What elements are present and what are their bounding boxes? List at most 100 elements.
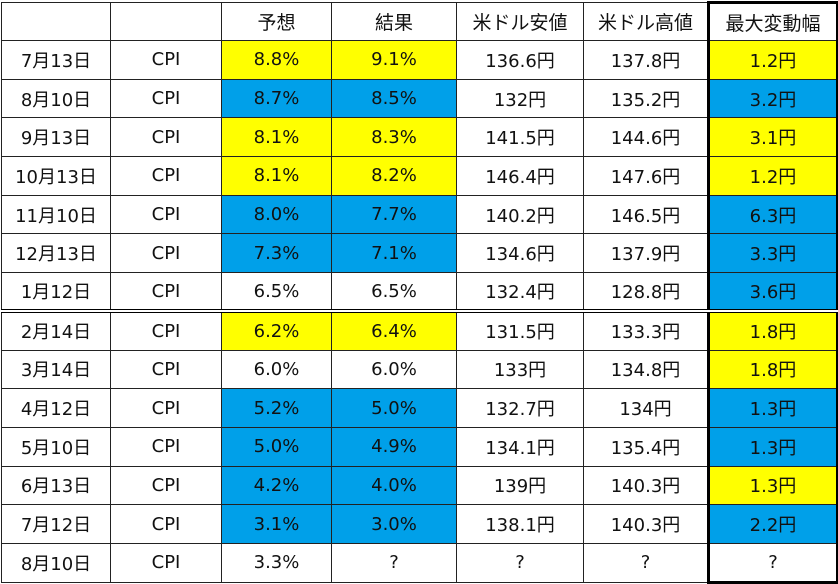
cell-indicator[interactable]: CPI — [110, 194, 222, 235]
cell-result[interactable]: 5.0% — [331, 388, 457, 428]
cell-usd-high[interactable]: 134.8円 — [583, 349, 709, 390]
cell-usd-low[interactable]: 139円 — [456, 465, 584, 506]
cell-date[interactable]: 6月13日 — [1, 465, 111, 506]
cell-indicator[interactable]: CPI — [110, 233, 222, 274]
cell-forecast[interactable]: 8.1% — [221, 117, 332, 158]
cell-usd-low[interactable]: 140.2円 — [456, 194, 584, 235]
cell-date[interactable]: 10月13日 — [1, 156, 111, 196]
cell-usd-low[interactable]: 131.5円 — [456, 310, 584, 351]
cell-max-range[interactable]: 1.8円 — [707, 349, 838, 390]
cell-max-range[interactable]: 3.2円 — [707, 78, 838, 119]
cell-usd-high[interactable]: 133.3円 — [583, 310, 709, 351]
cell-result[interactable]: 6.4% — [331, 310, 457, 351]
cell-usd-high[interactable]: 128.8円 — [583, 272, 709, 314]
cell-indicator[interactable]: CPI — [110, 388, 222, 428]
cell-usd-low[interactable]: 146.4円 — [456, 156, 584, 196]
cell-max-range[interactable]: 1.3円 — [707, 465, 838, 506]
cell-date[interactable]: 8月10日 — [1, 78, 111, 119]
cell-result[interactable]: 7.1% — [331, 233, 457, 274]
header-result[interactable]: 結果 — [331, 2, 457, 41]
cell-indicator[interactable]: CPI — [110, 117, 222, 158]
cell-date[interactable]: 3月14日 — [1, 349, 111, 390]
cell-forecast[interactable]: 7.3% — [221, 233, 332, 274]
cell-result[interactable]: 7.7% — [331, 194, 457, 235]
cell-usd-low[interactable]: 138.1円 — [456, 504, 584, 544]
cell-usd-high[interactable]: 137.8円 — [583, 40, 709, 80]
cell-max-range[interactable]: 1.2円 — [707, 40, 838, 80]
cell-usd-high[interactable]: ? — [583, 542, 709, 583]
cell-usd-low[interactable]: 136.6円 — [456, 40, 584, 80]
cell-result[interactable]: 9.1% — [331, 40, 457, 80]
cell-max-range[interactable]: 3.6円 — [707, 272, 838, 314]
cell-forecast[interactable]: 5.2% — [221, 388, 332, 428]
cell-usd-high[interactable]: 146.5円 — [583, 194, 709, 235]
cell-usd-low[interactable]: ? — [456, 542, 584, 583]
cell-usd-high[interactable]: 140.3円 — [583, 465, 709, 506]
cell-usd-low[interactable]: 133円 — [456, 349, 584, 390]
cell-indicator[interactable]: CPI — [110, 349, 222, 390]
cell-forecast[interactable]: 3.3% — [221, 542, 332, 583]
cell-max-range[interactable]: ? — [707, 542, 838, 584]
cell-usd-high[interactable]: 135.2円 — [583, 78, 709, 119]
cell-result[interactable]: 4.9% — [331, 426, 457, 467]
cell-usd-low[interactable]: 134.1円 — [456, 426, 584, 467]
cell-max-range[interactable]: 3.1円 — [707, 117, 838, 158]
cell-forecast[interactable]: 6.0% — [221, 349, 332, 390]
cell-indicator[interactable]: CPI — [110, 465, 222, 506]
cell-max-range[interactable]: 1.8円 — [707, 310, 838, 351]
cell-max-range[interactable]: 3.3円 — [707, 233, 838, 274]
cell-max-range[interactable]: 6.3円 — [707, 194, 838, 235]
cell-result[interactable]: 6.0% — [331, 349, 457, 390]
cell-result[interactable]: ? — [331, 542, 457, 583]
cell-max-range[interactable]: 2.2円 — [707, 504, 838, 544]
cell-usd-low[interactable]: 132.4円 — [456, 272, 584, 314]
cell-forecast[interactable]: 8.1% — [221, 156, 332, 196]
cell-indicator[interactable]: CPI — [110, 78, 222, 119]
cell-usd-low[interactable]: 132.7円 — [456, 388, 584, 428]
cell-indicator[interactable]: CPI — [110, 310, 222, 351]
cell-indicator[interactable]: CPI — [110, 272, 222, 314]
cell-max-range[interactable]: 1.3円 — [707, 388, 838, 428]
cell-result[interactable]: 4.0% — [331, 465, 457, 506]
cell-date[interactable]: 12月13日 — [1, 233, 111, 274]
cell-forecast[interactable]: 6.5% — [221, 272, 332, 314]
header-usd-high[interactable]: 米ドル高値 — [583, 2, 709, 41]
cell-indicator[interactable]: CPI — [110, 542, 222, 583]
cell-date[interactable]: 8月10日 — [1, 542, 111, 583]
cell-forecast[interactable]: 8.7% — [221, 78, 332, 119]
cell-forecast[interactable]: 8.0% — [221, 194, 332, 235]
cell-usd-high[interactable]: 147.6円 — [583, 156, 709, 196]
cell-result[interactable]: 6.5% — [331, 272, 457, 314]
header-indicator[interactable] — [110, 2, 222, 41]
cell-usd-low[interactable]: 132円 — [456, 78, 584, 119]
cell-date[interactable]: 5月10日 — [1, 426, 111, 467]
cell-max-range[interactable]: 1.2円 — [707, 156, 838, 196]
cell-result[interactable]: 8.2% — [331, 156, 457, 196]
cell-usd-high[interactable]: 137.9円 — [583, 233, 709, 274]
cell-result[interactable]: 8.3% — [331, 117, 457, 158]
cell-usd-low[interactable]: 134.6円 — [456, 233, 584, 274]
cell-max-range[interactable]: 1.3円 — [707, 426, 838, 467]
cell-date[interactable]: 7月12日 — [1, 504, 111, 544]
cell-indicator[interactable]: CPI — [110, 40, 222, 80]
cell-usd-high[interactable]: 144.6円 — [583, 117, 709, 158]
cell-date[interactable]: 4月12日 — [1, 388, 111, 428]
cell-forecast[interactable]: 8.8% — [221, 40, 332, 80]
cell-forecast[interactable]: 5.0% — [221, 426, 332, 467]
cell-indicator[interactable]: CPI — [110, 426, 222, 467]
cell-usd-high[interactable]: 140.3円 — [583, 504, 709, 544]
header-max-range[interactable]: 最大変動幅 — [707, 1, 838, 41]
cell-indicator[interactable]: CPI — [110, 504, 222, 544]
header-forecast[interactable]: 予想 — [221, 2, 332, 41]
cell-usd-high[interactable]: 135.4円 — [583, 426, 709, 467]
cell-forecast[interactable]: 6.2% — [221, 310, 332, 351]
cell-date[interactable]: 7月13日 — [1, 40, 111, 80]
cell-usd-low[interactable]: 141.5円 — [456, 117, 584, 158]
cell-date[interactable]: 1月12日 — [1, 272, 111, 314]
cell-result[interactable]: 3.0% — [331, 504, 457, 544]
cell-forecast[interactable]: 4.2% — [221, 465, 332, 506]
header-date[interactable] — [1, 2, 111, 41]
header-usd-low[interactable]: 米ドル安値 — [456, 2, 584, 41]
cell-indicator[interactable]: CPI — [110, 156, 222, 196]
cell-forecast[interactable]: 3.1% — [221, 504, 332, 544]
